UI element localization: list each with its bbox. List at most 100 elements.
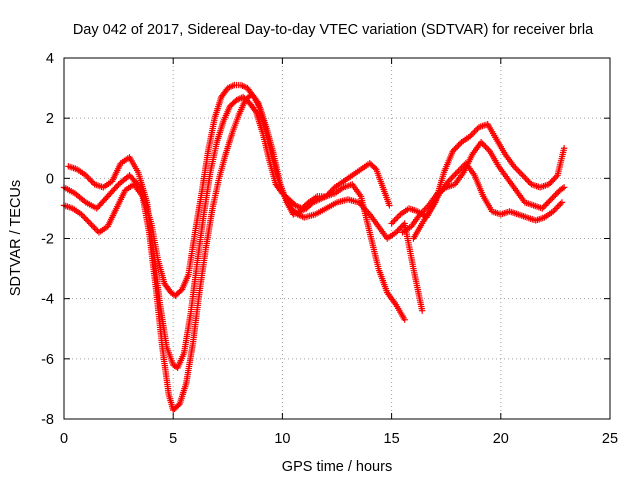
data-point: [453, 169, 461, 176]
data-point: [394, 214, 401, 221]
data-point: [471, 128, 478, 135]
data-point: [551, 206, 558, 214]
data-point: [547, 196, 555, 203]
data-point: [512, 164, 519, 172]
data-point: [91, 224, 98, 232]
data-point: [84, 173, 91, 181]
data-point: [458, 164, 465, 172]
x-axis-label: GPS time / hours: [282, 459, 392, 475]
x-tick-label: 10: [274, 431, 290, 447]
data-point: [92, 226, 100, 233]
data-point: [479, 140, 486, 147]
data-point: [467, 133, 474, 140]
data-point: [520, 173, 528, 181]
data-point: [418, 209, 425, 217]
data-point: [551, 175, 558, 182]
data-point: [558, 199, 566, 206]
data-point: [448, 175, 455, 182]
data-point: [550, 208, 557, 215]
data-point: [456, 166, 464, 173]
data-point: [526, 179, 534, 187]
data-point: [515, 167, 522, 175]
y-tick-label: -8: [41, 412, 54, 428]
data-point: [544, 199, 552, 206]
data-point: [395, 212, 403, 220]
data-point: [472, 127, 480, 134]
data-point: [552, 205, 560, 212]
x-tick-label: 0: [60, 431, 68, 447]
data-point: [89, 179, 97, 187]
data-point: [395, 226, 403, 233]
data-point: [455, 142, 462, 149]
data-point: [539, 205, 546, 212]
data-point: [523, 176, 531, 184]
data-point: [419, 208, 427, 215]
data-point: [455, 167, 462, 175]
data-point: [452, 170, 459, 178]
data-point: [78, 211, 85, 218]
data-point: [557, 200, 564, 208]
data-point: [549, 194, 556, 202]
data-point: [474, 125, 481, 132]
data-point: [227, 83, 235, 90]
y-tick-label: -4: [41, 292, 54, 308]
data-point: [392, 229, 400, 236]
data-point: [240, 83, 248, 90]
x-tick-label: 25: [602, 431, 618, 447]
data-point: [452, 145, 459, 152]
data-point: [451, 172, 458, 179]
grid: [64, 58, 610, 419]
y-tick-label: -6: [41, 352, 54, 368]
series-track-2: [65, 93, 408, 372]
data-point: [469, 130, 477, 137]
data-point: [552, 173, 560, 181]
data-point: [418, 307, 426, 314]
data-point: [456, 140, 464, 147]
data-point: [477, 139, 485, 146]
data-point: [517, 170, 525, 178]
series-track-6: [410, 160, 566, 242]
tick-labels: 0 5 10 15 20 25 -8 -6 -4 -2 0 2 4: [41, 51, 618, 447]
data-point: [480, 142, 488, 149]
data-point: [449, 148, 456, 155]
data-point: [88, 221, 95, 229]
data-point: [519, 172, 526, 179]
data-point: [421, 206, 428, 214]
series-track-3: [60, 90, 426, 414]
data-point: [483, 145, 491, 152]
data-point: [398, 223, 405, 230]
data-point: [114, 182, 121, 190]
data-point: [554, 203, 561, 211]
data-point: [552, 191, 559, 199]
data-points: [60, 81, 568, 414]
data-point: [87, 176, 94, 184]
data-point: [254, 98, 261, 105]
data-point: [522, 175, 529, 182]
data-point: [84, 217, 91, 224]
data-point: [451, 146, 458, 153]
data-point: [482, 143, 489, 150]
data-point: [546, 197, 553, 205]
data-point: [88, 178, 95, 185]
data-point: [365, 209, 372, 217]
x-tick-label: 20: [493, 431, 509, 447]
y-tick-label: -2: [41, 232, 54, 248]
data-point: [547, 179, 554, 187]
data-point: [543, 200, 550, 208]
data-point: [79, 212, 87, 220]
x-tick-label: 5: [169, 431, 177, 447]
data-point: [392, 215, 400, 223]
data-point: [81, 214, 88, 221]
data-point: [553, 190, 561, 197]
data-point: [85, 175, 92, 182]
data-point: [560, 145, 568, 152]
data-point: [468, 131, 475, 138]
data-point: [85, 218, 92, 226]
data-point: [555, 202, 563, 209]
data-point: [545, 181, 553, 188]
data-point: [89, 223, 97, 230]
data-point: [510, 163, 518, 170]
data-point: [389, 218, 397, 226]
data-point: [391, 217, 398, 224]
